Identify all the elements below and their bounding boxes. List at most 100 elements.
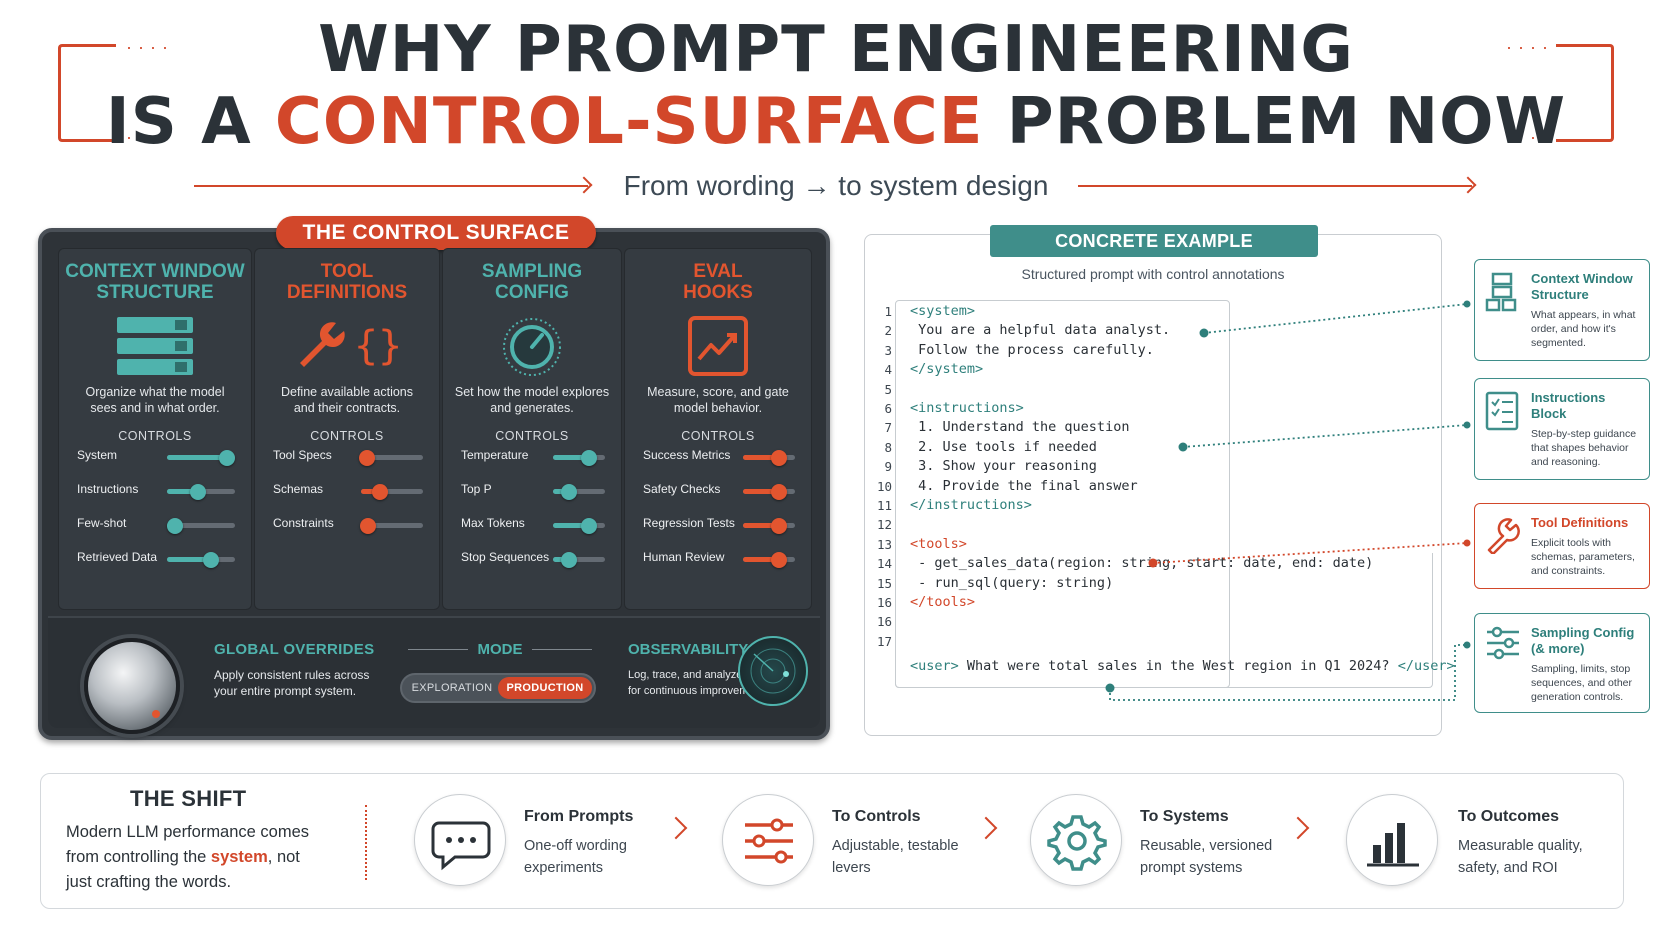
column-title-l1: EVAL [693,261,743,282]
code-line: 4. Provide the final answer [910,477,1138,494]
annotation-desc-line: and reasoning. [1531,456,1601,468]
column-desc-l1: Measure, score, and gate [647,385,789,399]
annotation-desc: What appears, in what order, and how it's… [1531,308,1647,350]
slider-row: Tool Specs [273,446,427,466]
annotation-title: Tool Definitions [1531,515,1647,531]
decor-dots: ···· [126,37,174,57]
step-desc-l1: One-off wording [524,838,627,854]
slider-track[interactable] [167,450,235,466]
slider-label: Tool Specs [273,448,332,462]
slider-track[interactable] [360,518,423,534]
slider-knob[interactable] [771,450,788,466]
annotation-desc-line: sequences, and other [1531,677,1632,689]
slider-knob[interactable] [167,518,184,534]
slider-track[interactable] [743,552,795,568]
slider-track[interactable] [361,484,423,500]
slider-track[interactable] [743,518,795,534]
knob-indicator-dot [152,710,160,718]
line-number: 10 [876,478,892,494]
line-number: 17 [876,633,892,649]
slider-row: Schemas [273,480,427,500]
slider-fill [743,523,780,528]
decor-dots: ···· [1506,127,1554,147]
slider-label: Schemas [273,482,324,496]
column-eval-hooks: EVAL HOOKS Measure, score, and gate mode… [624,248,812,610]
slider-track[interactable] [359,450,423,466]
mode-option-production[interactable]: PRODUCTION [498,677,592,699]
line-number: 16 [876,614,892,630]
annotation-title-l1: Sampling Config [1531,625,1635,640]
title-line-2-post: PROBLEM NOW [983,85,1567,159]
slider-knob[interactable] [560,484,577,500]
code-line: 2. Use tools if needed [910,438,1097,455]
step-desc: Measurable quality, safety, and ROI [1458,835,1598,879]
line-number: 9 [884,459,892,475]
slider-row: Stop Sequences [461,548,609,568]
shift-desc-l2-post: , not [267,848,300,866]
slider-track[interactable] [553,450,605,466]
slider-knob[interactable] [218,450,235,466]
code-line: <system> [910,303,976,319]
slider-label: Retrieved Data [77,550,158,564]
shift-title: THE SHIFT [130,786,247,811]
slider-track[interactable] [553,518,605,534]
controls-label: CONTROLS [118,429,192,443]
step-desc-l2: safety, and ROI [1458,860,1558,876]
slider-knob[interactable] [771,484,788,500]
title-line-2-pre: IS A [105,85,275,159]
shift-desc: Modern LLM performance comes from contro… [66,820,336,895]
slider-knob[interactable] [581,450,598,466]
checklist-icon [1485,391,1519,436]
mode-toggle[interactable]: EXPLORATION PRODUCTION [400,673,596,703]
slider-row: Safety Checks [643,480,799,500]
global-override-knob[interactable] [84,638,180,734]
slider-track[interactable] [167,484,235,500]
slider-track[interactable] [553,552,605,568]
slider-track[interactable] [167,518,235,534]
slider-knob[interactable] [581,518,598,534]
slider-label: Success Metrics [643,448,731,462]
slider-knob[interactable] [371,484,388,500]
slider-knob[interactable] [771,518,788,534]
column-title-l2: CONFIG [495,282,569,303]
slider-knob[interactable] [189,484,206,500]
line-number: 7 [884,420,892,436]
annotation-desc-line: What appears, in what [1531,309,1636,321]
slider-track[interactable] [743,484,795,500]
slider-track[interactable] [167,552,235,568]
slider-track[interactable] [553,484,605,500]
wrench-icon [1485,516,1521,559]
step-desc: Adjustable, testable levers [832,835,972,879]
subtitle-arrow-left [194,185,588,187]
line-number: 13 [876,536,892,552]
slider-row: Success Metrics [643,446,799,466]
slider-knob[interactable] [560,552,577,568]
title-frame-right [1556,44,1614,142]
step-title: To Systems [1140,808,1229,825]
page-title: WHY PROMPT ENGINEERING IS A CONTROL-SURF… [0,18,1672,154]
mode-option-exploration[interactable]: EXPLORATION [411,682,493,694]
slider-knob[interactable] [771,552,788,568]
control-surface-tab: THE CONTROL SURFACE [276,216,596,250]
step-icon-circle [1346,794,1438,886]
wrench-braces-icon: {} [292,315,402,376]
line-number: 8 [884,439,892,455]
example-subtitle: Structured prompt with control annotatio… [1021,266,1285,282]
global-overrides-desc: Apply consistent rules across your entir… [214,667,394,699]
slider-track[interactable] [743,450,795,466]
step-desc-l1: Adjustable, testable [832,838,959,854]
global-overrides-title: GLOBAL OVERRIDES [214,641,375,658]
shift-highlight: system [210,848,268,866]
column-desc: Define available actions and their contr… [263,384,431,416]
annotation-tool-definitions: Tool Definitions Explicit tools with sche… [1474,503,1650,589]
annotation-desc-line: schemas, parameters, [1531,551,1635,563]
column-title-l2: STRUCTURE [96,282,214,303]
slider-knob[interactable] [360,518,377,534]
shift-desc-l2: from controlling the system, not [66,845,336,870]
slider-knob[interactable] [359,450,376,466]
gear-icon [1047,815,1107,871]
slider-knob[interactable] [203,552,220,568]
column-title: TOOL DEFINITIONS [255,261,439,303]
column-desc-l1: Set how the model explores [454,385,610,399]
step-title: To Outcomes [1458,808,1560,825]
